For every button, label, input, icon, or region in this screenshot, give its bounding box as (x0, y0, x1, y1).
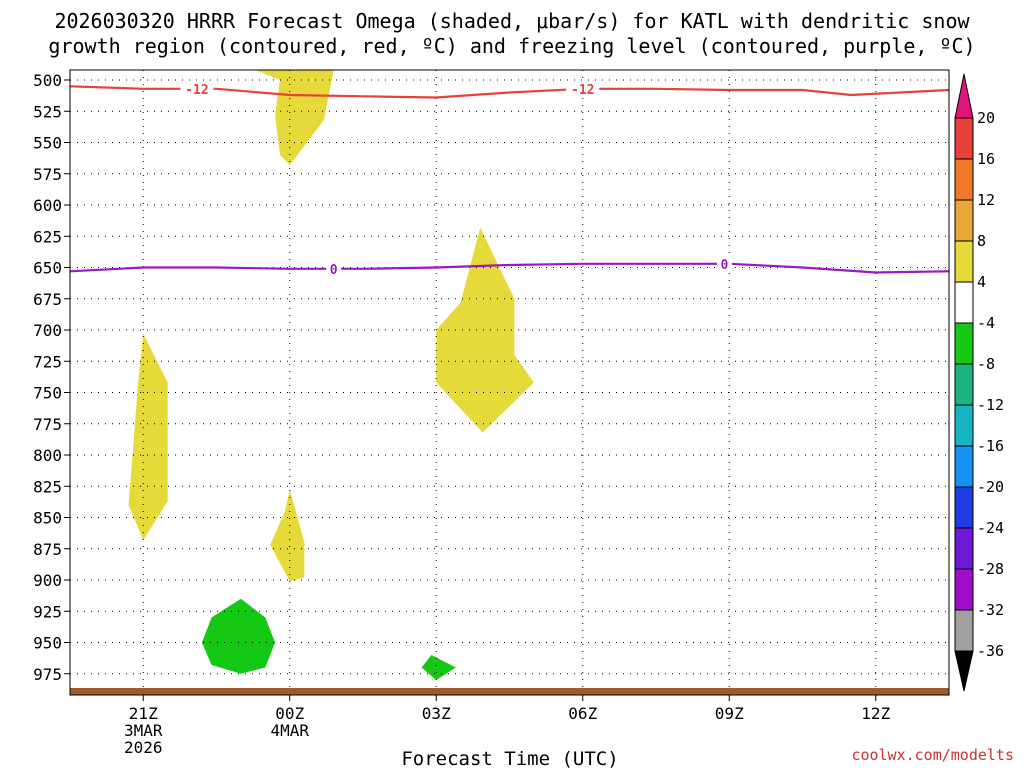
colorbar-label--20: -20 (977, 478, 1004, 496)
colorbar-bin-12-16 (954, 158, 974, 201)
colorbar-bin--16--12 (954, 404, 974, 447)
colorbar-bottom-cap (954, 650, 974, 692)
colorbar-label--16: -16 (977, 437, 1004, 455)
colorbar: 20 16 12 8 4 -4 -8 -12 -16 -20 -24 -28 -32 -36 (954, 73, 1004, 692)
omega-region-4 (270, 490, 305, 582)
colorbar-bin-8-12 (954, 199, 974, 242)
colorbar-label-20: 20 (977, 109, 995, 127)
y-tick-label-825: 825 (33, 477, 62, 496)
x-tick-label-09Z-1: 09Z (715, 704, 744, 723)
colorbar-bin--20--16 (954, 445, 974, 488)
y-tick-label-500: 500 (33, 71, 62, 90)
plot-frame (69, 69, 950, 696)
contour-layer: -12 -12 0 0 (69, 81, 950, 278)
y-tick-label-850: 850 (33, 509, 62, 528)
colorbar-bin--4-4 (954, 281, 974, 324)
dgz-contour-label-1: -12 (185, 83, 208, 98)
colorbar-label--24: -24 (977, 519, 1004, 537)
colorbar-label--4: -4 (977, 314, 995, 332)
credit-text[interactable]: coolwx.com/modelts (851, 746, 1014, 764)
freezing-level-contour-label-2: 0 (720, 258, 728, 273)
omega-region-2 (128, 333, 168, 540)
colorbar-bin--36--32 (954, 609, 974, 652)
x-tick-label-00Z-1: 00Z (275, 704, 304, 723)
colorbar-label--36: -36 (977, 642, 1004, 660)
freezing-level-contour-label-1: 0 (330, 263, 338, 278)
colorbar-bin--8--4 (954, 322, 974, 365)
dgz-contour-line (69, 85, 950, 99)
dgz-contour-label-bg-1 (180, 81, 214, 96)
freezing-level-contour-label-bg-2 (716, 256, 732, 271)
colorbar-bin--12--8 (954, 363, 974, 406)
y-tick-label-575: 575 (33, 165, 62, 184)
x-tick-label-21Z-3: 2026 (124, 738, 163, 757)
ground-layer (70, 688, 949, 695)
y-tick-label-725: 725 (33, 352, 62, 371)
x-tick-label-00Z-2: 4MAR (270, 721, 309, 740)
omega-region-5 (201, 598, 276, 674)
freezing-level-contour-label-bg-1 (326, 261, 342, 276)
colorbar-bin-16-20 (954, 117, 974, 160)
y-tick-label-900: 900 (33, 571, 62, 590)
y-tick-label-950: 950 (33, 634, 62, 653)
y-tick-label-975: 975 (33, 665, 62, 684)
colorbar-label--12: -12 (977, 396, 1004, 414)
chart-title-line-2: growth region (contoured, red, ºC) and f… (48, 34, 975, 58)
y-tick-label-750: 750 (33, 384, 62, 403)
x-tick-label-06Z-1: 06Z (568, 704, 597, 723)
x-tick-label-21Z-2: 3MAR (124, 721, 163, 740)
y-tick-label-625: 625 (33, 227, 62, 246)
y-tick-label-675: 675 (33, 290, 62, 309)
x-tick-label-21Z-1: 21Z (129, 704, 158, 723)
dgz-contour-label-bg-2 (566, 81, 600, 96)
x-tick-label-03Z-1: 03Z (422, 704, 451, 723)
colorbar-label-4: 4 (977, 273, 986, 291)
y-tick-label-600: 600 (33, 196, 62, 215)
y-tick-label-525: 525 (33, 102, 62, 121)
colorbar-label--8: -8 (977, 355, 995, 373)
dgz-contour-label-2: -12 (571, 83, 594, 98)
colorbar-label-8: 8 (977, 232, 986, 250)
colorbar-bin--28--24 (954, 527, 974, 570)
colorbar-label--28: -28 (977, 560, 1004, 578)
colorbar-bin-4-8 (954, 240, 974, 283)
y-tick-label-800: 800 (33, 446, 62, 465)
colorbar-bin--32--28 (954, 568, 974, 611)
colorbar-label-16: 16 (977, 150, 995, 168)
omega-region-3 (436, 227, 534, 433)
y-tick-label-925: 925 (33, 602, 62, 621)
y-tick-label-700: 700 (33, 321, 62, 340)
omega-region-1 (255, 70, 334, 165)
omega-shading-layer (128, 70, 534, 680)
colorbar-bin--24--20 (954, 486, 974, 529)
x-axis-title: Forecast Time (UTC) (401, 748, 618, 768)
y-tick-label-775: 775 (33, 415, 62, 434)
ground-strip (70, 688, 949, 695)
colorbar-label--32: -32 (977, 601, 1004, 619)
colorbar-label-12: 12 (977, 191, 995, 209)
y-tick-label-550: 550 (33, 134, 62, 153)
y-axis: 500 525 550 575 600 625 650 675 700 725 750 775 800 8… (33, 71, 70, 684)
x-tick-label-12Z-1: 12Z (861, 704, 890, 723)
omega-region-6 (421, 655, 456, 680)
y-tick-label-650: 650 (33, 259, 62, 278)
freezing-level-contour-line (69, 262, 950, 274)
chart-title-line-1: 2026030320 HRRR Forecast Omega (shaded, … (54, 9, 970, 33)
y-tick-label-875: 875 (33, 540, 62, 559)
